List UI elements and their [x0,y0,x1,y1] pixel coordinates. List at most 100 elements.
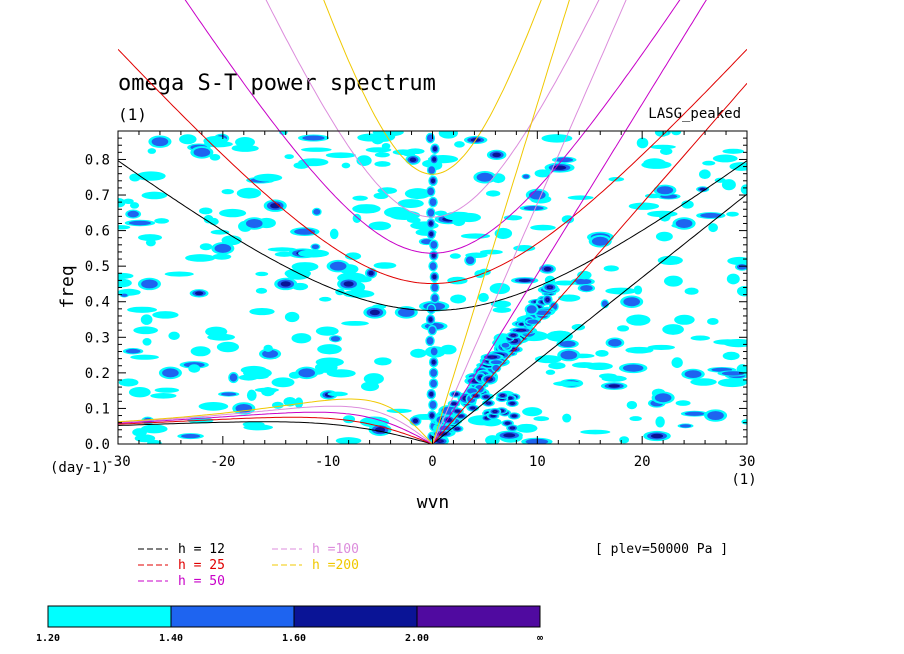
power-cell [515,423,538,433]
power-cell [428,317,433,322]
power-cell [235,137,255,148]
colorbar-label: 2.00 [405,633,429,644]
power-cell [291,333,312,344]
power-cell [526,305,537,314]
power-cell [698,169,711,180]
power-cell [427,304,435,313]
power-cell [368,221,392,231]
power-cell [190,346,211,357]
power-cell [671,357,683,368]
power-cell [168,331,180,340]
power-cell [649,144,676,150]
power-cell [509,401,516,405]
power-cell [371,135,384,145]
power-cell [374,357,392,366]
y-tick-label: 0.2 [85,366,110,382]
legend-label: h = 25 [178,558,225,573]
power-cell [740,184,747,195]
power-cell [253,173,283,182]
dispersion-curve [118,160,747,311]
power-cell [386,408,412,413]
power-cell [470,406,476,410]
power-cell [438,440,442,442]
power-cell [214,243,232,253]
power-cell [511,427,514,429]
power-cell [373,192,389,200]
y-tick-label: 0.6 [85,224,110,240]
dispersion-curves [118,0,747,444]
power-cell [198,402,229,411]
power-cell [315,326,339,336]
dispersion-curve [118,405,433,444]
power-cell [629,416,642,422]
power-cell [663,275,683,287]
dispersion-curve [118,398,433,444]
power-cell [342,415,356,424]
y-axis-label: freq [57,265,78,308]
power-cell [326,369,356,378]
power-cell [675,400,691,406]
power-cell [431,359,436,365]
power-cell [272,401,284,409]
power-cell [368,270,374,276]
power-cell [431,253,436,258]
power-cell [577,270,592,280]
power-cell [134,434,156,443]
power-cell [675,218,693,228]
power-cell [558,294,581,302]
power-cell [429,401,437,409]
power-cell [313,208,321,215]
power-cell [490,360,503,365]
power-cell [127,306,158,313]
power-cell [212,253,232,260]
power-cell [636,137,649,149]
power-cell [522,407,543,417]
power-cell [660,147,673,155]
power-cell [722,351,740,361]
power-cell [591,236,609,246]
power-cell [474,270,486,278]
power-cell [572,362,597,369]
power-cell [203,135,228,146]
power-cell [410,348,427,358]
x-unit-label: (1) [731,472,756,488]
power-cell [485,435,500,444]
legend-label: h =200 [312,558,359,573]
power-cell [707,318,719,325]
power-cell [133,326,159,335]
power-cell [548,362,566,370]
power-cell [374,152,390,158]
power-cell [409,157,417,163]
power-cell [406,217,421,223]
power-cell [617,325,630,332]
power-cell [263,344,273,352]
x-tick-label: -10 [315,454,340,470]
power-cell [454,141,465,148]
power-cell [199,243,213,251]
power-cell [125,348,141,354]
power-cell [232,144,252,151]
power-cell [179,134,197,145]
power-cell [684,287,699,295]
power-cell [430,379,437,388]
power-cell [619,436,630,444]
power-cell [154,387,180,393]
power-cell [626,400,638,410]
dispersion-curve [432,82,747,444]
power-cell [503,433,516,438]
x-tick-label: -30 [105,454,130,470]
power-cell [736,286,747,297]
power-cell [147,148,157,154]
power-cell [150,393,177,399]
power-cell [427,208,435,217]
dispersion-curve [432,193,747,444]
colorbar-label: 1.40 [159,633,183,644]
power-cell [432,274,437,280]
power-cell [221,392,237,396]
power-cell [650,433,664,439]
power-cell [260,389,277,394]
y-tick-label: 0.5 [85,259,110,275]
dispersion-curve [118,411,433,444]
power-cell [722,148,745,154]
